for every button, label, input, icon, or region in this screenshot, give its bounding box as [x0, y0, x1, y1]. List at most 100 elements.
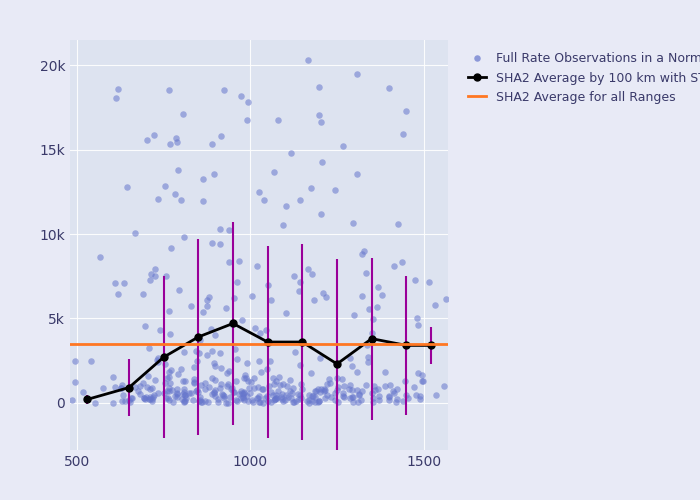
Point [178, 390, 189, 398]
Point [94, 253, 106, 261]
Point [360, 269, 371, 277]
Point [258, 196, 270, 204]
Point [224, 226, 235, 234]
Point [278, 380, 289, 388]
Point [356, 292, 368, 300]
Point [246, 292, 258, 300]
Point [246, 378, 257, 386]
Point [236, 388, 247, 396]
Point [191, 386, 202, 394]
Point [295, 360, 306, 368]
Point [352, 398, 363, 406]
Point [204, 384, 215, 392]
Point [215, 226, 226, 234]
Point [163, 396, 174, 404]
Point [202, 296, 213, 304]
Point [273, 373, 284, 381]
Point [294, 391, 305, 399]
Point [197, 196, 209, 204]
Point [331, 374, 342, 382]
Point [383, 84, 394, 92]
Point [159, 360, 170, 368]
Point [220, 304, 232, 312]
Point [202, 398, 214, 406]
Point [209, 376, 220, 384]
Point [290, 397, 302, 405]
Point [360, 381, 371, 389]
Point [356, 396, 367, 404]
Point [228, 388, 239, 396]
Point [113, 84, 124, 92]
Point [338, 393, 349, 401]
Point [172, 389, 183, 397]
Point [384, 392, 395, 400]
Point [152, 356, 163, 364]
Point [346, 393, 358, 401]
Point [193, 388, 204, 396]
Point [209, 170, 220, 178]
Point [270, 394, 281, 402]
Point [243, 98, 254, 106]
Point [289, 348, 300, 356]
Point [302, 398, 313, 406]
Point [348, 398, 359, 406]
Point [141, 136, 153, 144]
Point [354, 392, 365, 400]
Point [314, 354, 326, 362]
Point [296, 394, 307, 402]
Point [312, 398, 323, 406]
Point [164, 372, 175, 380]
Point [402, 394, 413, 402]
Point [371, 303, 382, 311]
Point [222, 369, 233, 377]
Point [221, 398, 232, 406]
Point [178, 385, 190, 393]
Point [138, 394, 149, 402]
Point [270, 377, 281, 385]
Point [235, 386, 246, 394]
Point [239, 389, 250, 397]
Point [351, 368, 363, 376]
Point [370, 386, 381, 394]
Point [288, 384, 299, 392]
Point [253, 188, 265, 196]
Point [313, 397, 324, 405]
Point [206, 347, 218, 355]
Point [179, 392, 190, 400]
Point [218, 392, 230, 400]
Point [117, 382, 128, 390]
Point [192, 358, 203, 366]
Point [319, 394, 330, 402]
Point [178, 388, 189, 396]
Point [168, 398, 179, 406]
Point [330, 389, 341, 397]
Point [309, 398, 321, 406]
Point [133, 387, 144, 395]
Point [167, 386, 178, 394]
Point [195, 336, 206, 344]
Point [285, 376, 296, 384]
Point [164, 330, 176, 338]
Point [238, 374, 249, 382]
Point [275, 392, 286, 400]
Point [195, 382, 206, 390]
Point [237, 394, 248, 402]
Point [121, 184, 132, 192]
Point [312, 384, 323, 392]
Point [294, 196, 305, 204]
Point [146, 394, 158, 402]
Point [202, 352, 213, 360]
Point [199, 398, 211, 406]
Point [197, 398, 208, 406]
Point [412, 321, 423, 329]
Point [164, 368, 175, 376]
Point [289, 398, 300, 406]
Point [295, 380, 307, 388]
Point [242, 397, 253, 405]
Point [178, 348, 190, 356]
Point [269, 380, 280, 388]
Point [388, 390, 399, 398]
Point [251, 262, 262, 270]
Point [254, 398, 265, 406]
Point [303, 391, 314, 399]
